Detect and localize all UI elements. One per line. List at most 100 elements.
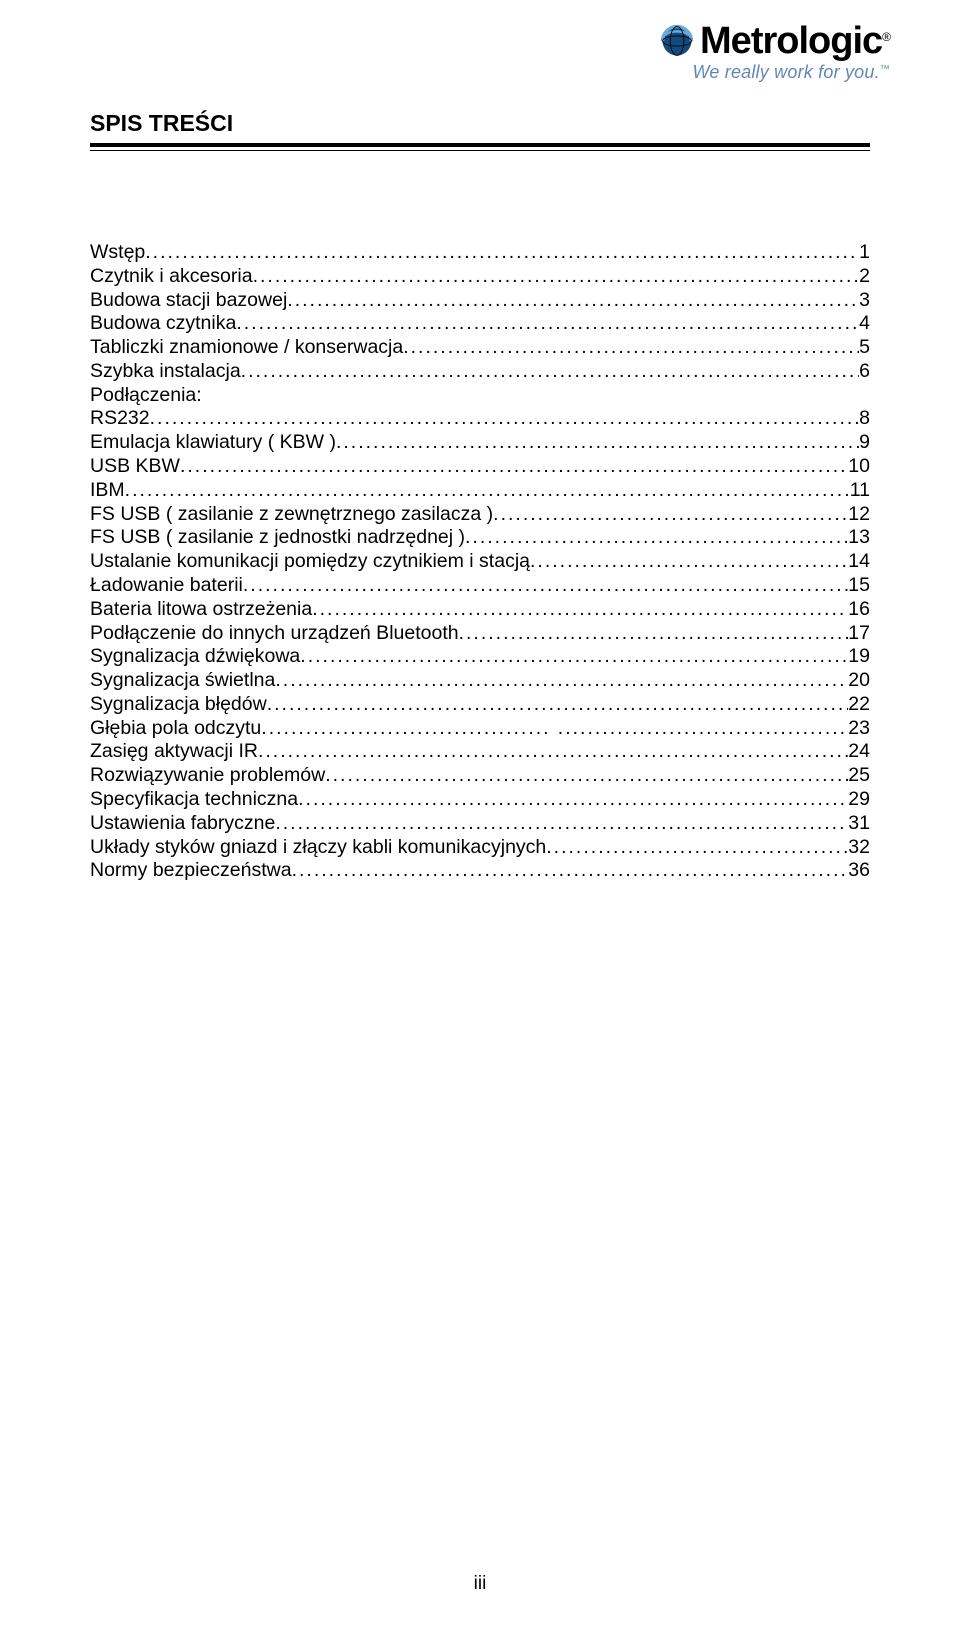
toc-leader <box>530 550 848 574</box>
brand-tm: ™ <box>880 64 890 75</box>
toc-row: Szybka instalacja6 <box>90 360 870 384</box>
toc-page: 31 <box>848 812 870 836</box>
toc-label: Sygnalizacja dźwiękowa <box>90 645 300 669</box>
toc-page: 11 <box>850 479 870 503</box>
page-root: Metrologic® We really work for you.™ SPI… <box>0 0 960 1650</box>
toc-page: 6 <box>859 360 870 384</box>
toc-leader <box>236 312 859 336</box>
toc-label: USB KBW <box>90 455 180 479</box>
toc-row: Ustalanie komunikacji pomiędzy czytnikie… <box>90 550 870 574</box>
toc-leader <box>312 598 848 622</box>
toc-label: Zasięg aktywacji IR <box>90 740 258 764</box>
toc-row: Sygnalizacja błędów 22 <box>90 693 870 717</box>
toc-leader <box>125 479 850 503</box>
toc-row: FS USB ( zasilanie z zewnętrznego zasila… <box>90 503 870 527</box>
toc-page: 22 <box>848 693 870 717</box>
toc-label: Rozwiązywanie problemów <box>90 764 325 788</box>
toc-label: Sygnalizacja świetlna <box>90 669 275 693</box>
brand-registered: ® <box>882 30 890 44</box>
toc-label: Czytnik i akcesoria <box>90 265 253 289</box>
toc-label: Podłączenie do innych urządzeń Bluetooth <box>90 622 459 646</box>
rule-thick <box>90 143 870 147</box>
toc-leader <box>465 526 848 550</box>
toc-row: Sygnalizacja świetlna 20 <box>90 669 870 693</box>
toc-page: 2 <box>859 265 870 289</box>
toc-page: 20 <box>848 669 870 693</box>
section-title: SPIS TREŚCI <box>90 110 870 137</box>
toc-row: Budowa czytnika 4 <box>90 312 870 336</box>
toc-label: FS USB ( zasilanie z jednostki nadrzędne… <box>90 526 465 550</box>
toc-label: Emulacja klawiatury ( KBW ) <box>90 431 336 455</box>
brand-tagline-text: We really work for you. <box>692 62 879 82</box>
rule-thin <box>90 150 870 151</box>
toc-page: 13 <box>848 526 870 550</box>
toc-row: Emulacja klawiatury ( KBW ) 9 <box>90 431 870 455</box>
toc-page: 36 <box>848 859 870 883</box>
toc-leader <box>261 717 552 741</box>
toc-row: Wstęp 1 <box>90 241 870 265</box>
toc-leader <box>275 812 848 836</box>
toc-leader <box>298 788 848 812</box>
toc-label: Głębia pola odczytu <box>90 717 261 741</box>
toc-page: 23 <box>848 717 870 741</box>
toc-label: FS USB ( zasilanie z zewnętrznego zasila… <box>90 503 493 527</box>
toc-row: USB KBW 10 <box>90 455 870 479</box>
toc-row: RS232 8 <box>90 407 870 431</box>
toc-row: Zasięg aktywacji IR24 <box>90 740 870 764</box>
toc-leader <box>150 407 860 431</box>
toc-label: Sygnalizacja błędów <box>90 693 267 717</box>
toc-page: 5 <box>859 336 870 360</box>
toc-label: Normy bezpieczeństwa <box>90 859 292 883</box>
toc-page: 8 <box>859 407 870 431</box>
toc-page: 14 <box>848 550 870 574</box>
toc-row: Budowa stacji bazowej3 <box>90 289 870 313</box>
toc-row: Rozwiązywanie problemów25 <box>90 764 870 788</box>
toc-leader <box>325 764 848 788</box>
toc-label: Wstęp <box>90 241 145 265</box>
toc-row: Ładowanie baterii15 <box>90 574 870 598</box>
toc-leader <box>258 740 848 764</box>
toc-leader <box>292 859 849 883</box>
toc-leader <box>403 336 859 360</box>
title-underline <box>90 143 870 151</box>
toc-label: Ładowanie baterii <box>90 574 243 598</box>
toc-label: Podłączenia: <box>90 384 202 408</box>
toc-page: 17 <box>848 622 870 646</box>
toc-row: Sygnalizacja dźwiękowa19 <box>90 645 870 669</box>
toc-page: 16 <box>848 598 870 622</box>
toc-leader <box>459 622 849 646</box>
toc-label: Układy styków gniazd i złączy kabli komu… <box>90 836 546 860</box>
toc-page: 12 <box>848 503 870 527</box>
toc-row: IBM11 <box>90 479 870 503</box>
toc-page: 3 <box>859 289 870 313</box>
toc-row: Podłączenia: <box>90 384 870 408</box>
toc-leader <box>546 836 848 860</box>
toc-page: 1 <box>859 241 870 265</box>
toc-page: 10 <box>848 455 870 479</box>
toc-row: Normy bezpieczeństwa 36 <box>90 859 870 883</box>
toc-label: Specyfikacja techniczna <box>90 788 298 812</box>
toc-label: Budowa czytnika <box>90 312 236 336</box>
toc-row: Ustawienia fabryczne 31 <box>90 812 870 836</box>
toc-row: Podłączenie do innych urządzeń Bluetooth… <box>90 622 870 646</box>
toc-label: Ustawienia fabryczne <box>90 812 275 836</box>
toc-label: RS232 <box>90 407 150 431</box>
toc-label: Tabliczki znamionowe / konserwacja <box>90 336 403 360</box>
toc-row: Układy styków gniazd i złączy kabli komu… <box>90 836 870 860</box>
toc-row: Tabliczki znamionowe / konserwacja 5 <box>90 336 870 360</box>
brand-logo-row: Metrologic® <box>660 22 890 60</box>
page-number: iii <box>0 1573 960 1595</box>
toc-leader <box>180 455 848 479</box>
toc-label: Bateria litowa ostrzeżenia <box>90 598 312 622</box>
brand-tagline: We really work for you.™ <box>660 62 890 83</box>
toc-leader <box>287 289 859 313</box>
toc-row: Bateria litowa ostrzeżenia 16 <box>90 598 870 622</box>
brand-name: Metrologic® <box>700 22 890 60</box>
toc-leader <box>267 693 849 717</box>
toc-row: FS USB ( zasilanie z jednostki nadrzędne… <box>90 526 870 550</box>
toc-leader <box>300 645 848 669</box>
toc-page: 9 <box>859 431 870 455</box>
toc-label: Ustalanie komunikacji pomiędzy czytnikie… <box>90 550 530 574</box>
toc-page: 4 <box>859 312 870 336</box>
toc-list: Wstęp 1 Czytnik i akcesoria 2Budowa stacji … <box>90 241 870 883</box>
